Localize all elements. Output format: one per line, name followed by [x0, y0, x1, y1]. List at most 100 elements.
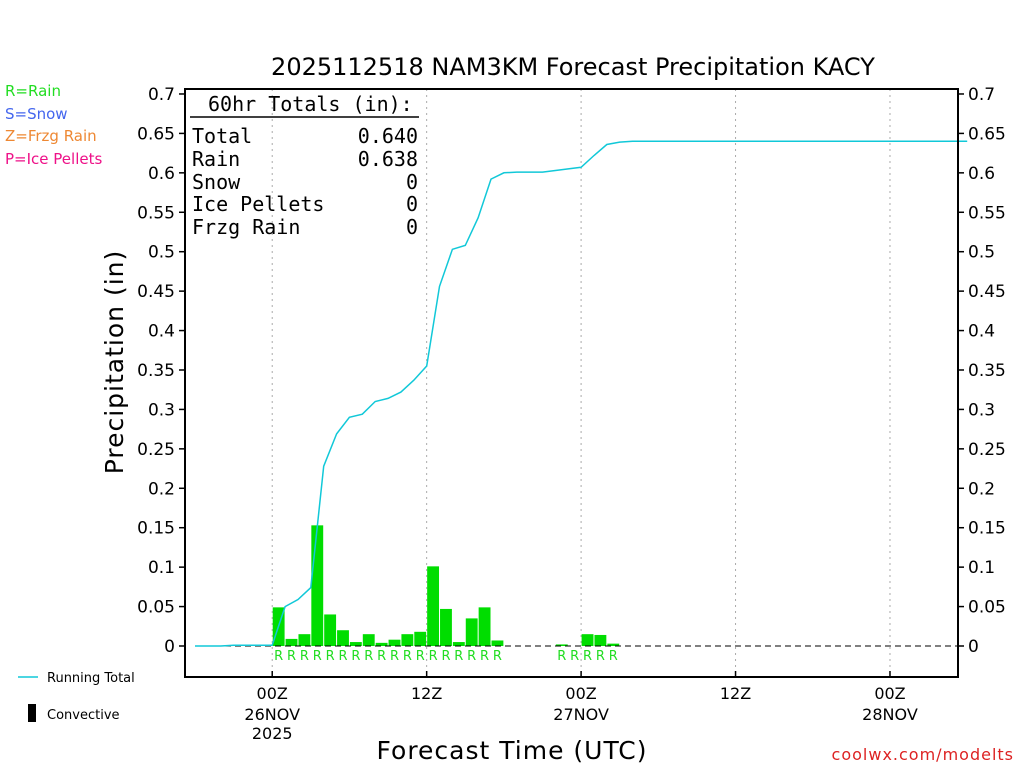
- ptype-label-1: R: [287, 649, 296, 664]
- ptype-label-4: R: [326, 649, 335, 664]
- precip-bar-5: [337, 630, 349, 646]
- totals-value-rain: 0.638: [358, 147, 418, 171]
- ptype-label-0: R: [274, 649, 283, 664]
- precip-bar-4: [324, 614, 337, 646]
- ptype-label-21: R: [596, 649, 605, 664]
- left-tick-label-7: 0.35: [137, 361, 175, 381]
- precip-bar-17: [491, 640, 504, 646]
- credit-text: coolwx.com/modelts: [832, 745, 1014, 764]
- totals-label-rain: Rain: [192, 147, 240, 171]
- y-axis-label: Precipitation (in): [100, 250, 129, 475]
- precip-bar-18: [555, 644, 568, 646]
- precip-bar-16: [478, 607, 491, 646]
- right-tick-label-10: 0.5: [968, 243, 995, 263]
- right-tick-label-7: 0.35: [968, 361, 1006, 381]
- totals-label-frzg-rain: Frzg Rain: [192, 215, 300, 239]
- precip-bar-6: [349, 642, 362, 646]
- ptype-label-3: R: [313, 649, 322, 664]
- x-tick-label-year-0: 2025: [252, 724, 293, 743]
- ptype-label-10: R: [403, 649, 412, 664]
- running-total-legend-label: Running Total: [47, 671, 135, 686]
- totals-label-ice-pellets: Ice Pellets: [192, 192, 324, 216]
- precip-bar-7: [362, 634, 375, 646]
- right-tick-label-9: 0.45: [968, 282, 1006, 302]
- right-tick-label-3: 0.15: [968, 519, 1006, 539]
- ptype-label-6: R: [351, 649, 360, 664]
- left-tick-label-13: 0.65: [137, 124, 175, 144]
- totals-value-total: 0.640: [358, 124, 418, 148]
- convective-legend-label: Convective: [47, 708, 120, 723]
- x-tick-label-date-2: 27NOV: [553, 705, 609, 724]
- precip-bar-11: [414, 631, 427, 646]
- right-tick-label-11: 0.55: [968, 203, 1006, 223]
- right-tick-label-12: 0.6: [968, 164, 995, 184]
- ptype-label-16: R: [480, 649, 489, 664]
- precip-bar-1: [285, 638, 298, 646]
- precip-bar-8: [375, 642, 388, 646]
- ptype-label-14: R: [454, 649, 463, 664]
- ptype-label-11: R: [416, 649, 425, 664]
- totals-value-frzg-rain: 0: [406, 215, 418, 239]
- x-axis-label: Forecast Time (UTC): [377, 736, 648, 765]
- left-y-axis: 0 0.05 0.1 0.15 0.2 0.25 0.3 0.35 0.4 0.45 0.5 0.55…: [137, 85, 185, 657]
- precip-bar-9: [388, 639, 401, 646]
- ptype-label-8: R: [377, 649, 386, 664]
- ptype-legend-rain: R=Rain: [5, 82, 61, 100]
- left-tick-label-11: 0.55: [137, 203, 175, 223]
- plot-frame: [184, 88, 959, 678]
- left-tick-label-14: 0.7: [148, 85, 175, 105]
- ptype-label-13: R: [441, 649, 450, 664]
- precip-bar-20: [594, 634, 607, 646]
- left-tick-label-4: 0.2: [148, 479, 175, 499]
- left-tick-label-5: 0.25: [137, 440, 175, 460]
- x-tick-label-time-2: 00Z: [565, 684, 596, 703]
- ptype-label-17: R: [493, 649, 502, 664]
- left-tick-label-10: 0.5: [148, 243, 175, 263]
- x-tick-label-date-0: 26NOV: [244, 705, 300, 724]
- totals-box: 60hr Totals (in): Total 0.640 Rain 0.638…: [190, 92, 419, 239]
- precip-bar-10: [401, 634, 414, 646]
- totals-label-snow: Snow: [192, 170, 241, 194]
- right-y-axis: 0 0.05 0.1 0.15 0.2 0.25 0.3 0.35 0.4 0.45 0.5 0.55…: [958, 85, 1006, 657]
- right-tick-label-4: 0.2: [968, 479, 995, 499]
- precip-bar-21: [607, 643, 620, 646]
- chart-title: 2025112518 NAM3KM Forecast Precipitation…: [271, 53, 875, 81]
- left-tick-label-2: 0.1: [148, 558, 175, 578]
- precip-bar-12: [427, 566, 440, 646]
- precip-bar-15: [465, 618, 478, 646]
- x-tick-label-time-3: 12Z: [720, 684, 751, 703]
- precip-bar-14: [452, 642, 465, 646]
- totals-heading: 60hr Totals (in):: [208, 92, 413, 116]
- precip-bar-2: [298, 634, 311, 646]
- precip-bar-13: [440, 608, 452, 646]
- ptype-label-19: R: [570, 649, 579, 664]
- grid-lines: [271, 89, 891, 677]
- ptype-legend-snow: S=Snow: [5, 105, 68, 123]
- totals-label-total: Total: [192, 124, 252, 148]
- ptype-label-7: R: [364, 649, 373, 664]
- x-tick-label-time-0: 00Z: [257, 684, 288, 703]
- right-tick-label-13: 0.65: [968, 124, 1006, 144]
- x-tick-label-time-4: 00Z: [874, 684, 905, 703]
- left-tick-label-3: 0.15: [137, 519, 175, 539]
- ptype-legend-ice-pellets: P=Ice Pellets: [5, 150, 102, 168]
- ptype-label-9: R: [390, 649, 399, 664]
- x-tick-label-date-4: 28NOV: [862, 705, 918, 724]
- precip-bar-3: [311, 525, 324, 646]
- ptype-label-5: R: [338, 649, 347, 664]
- left-tick-label-6: 0.3: [148, 400, 175, 420]
- totals-value-snow: 0: [406, 170, 418, 194]
- ptype-legend-frzg-rain: Z=Frzg Rain: [5, 127, 97, 145]
- totals-value-ice-pellets: 0: [406, 192, 418, 216]
- left-tick-label-0: 0: [164, 637, 175, 657]
- right-tick-label-6: 0.3: [968, 400, 995, 420]
- precip-bar-19: [581, 634, 594, 646]
- ptype-label-2: R: [300, 649, 309, 664]
- right-tick-label-1: 0.05: [968, 598, 1006, 618]
- ptype-label-18: R: [557, 649, 566, 664]
- right-tick-label-8: 0.4: [968, 322, 995, 342]
- left-tick-label-1: 0.05: [137, 598, 175, 618]
